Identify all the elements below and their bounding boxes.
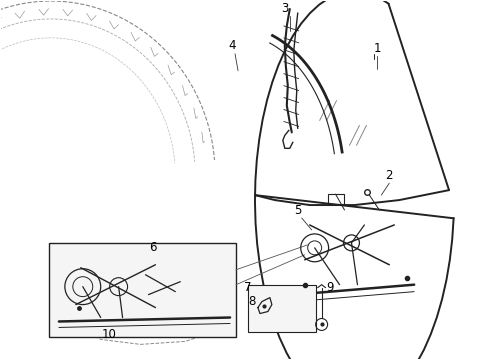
Text: 3: 3 [281, 3, 289, 15]
Text: 4: 4 [228, 39, 236, 52]
Text: 5: 5 [294, 203, 301, 216]
Text: 8: 8 [248, 295, 256, 308]
Text: 2: 2 [386, 169, 393, 182]
Text: 9: 9 [326, 281, 333, 294]
Bar [248, 285, 316, 332]
Text: 7: 7 [244, 281, 252, 294]
Bar [49, 243, 236, 337]
Text: 6: 6 [148, 241, 156, 255]
Text: 10: 10 [101, 328, 116, 341]
Bar [328, 194, 343, 204]
Text: 1: 1 [373, 42, 381, 55]
